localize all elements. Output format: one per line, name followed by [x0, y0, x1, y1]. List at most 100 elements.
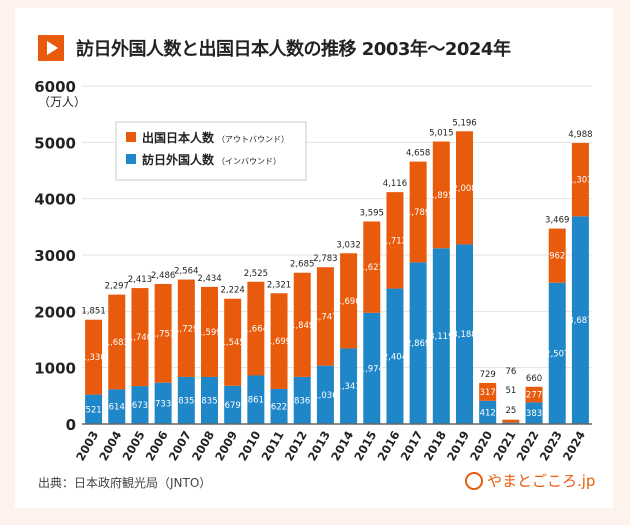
data-label-total: 4,116 [383, 179, 407, 189]
bar-outbound [154, 283, 172, 383]
data-label-inbound: 836 [294, 396, 310, 406]
x-tick-label: 2021 [490, 429, 518, 464]
data-label-total: 2,224 [221, 286, 245, 296]
x-tick-label: 2014 [328, 429, 356, 464]
x-tick-label: 2019 [444, 429, 472, 464]
data-label-total: 2,434 [197, 274, 221, 284]
data-label-outbound: 1,545 [221, 338, 245, 348]
bar-inbound [386, 288, 404, 424]
bar-inbound [456, 244, 473, 424]
data-label-inbound: 835 [201, 396, 217, 406]
data-label-total: 729 [480, 370, 496, 380]
bar-inbound [108, 389, 126, 424]
data-label-total: 2,564 [174, 267, 198, 277]
data-label-total: 3,595 [360, 208, 384, 218]
data-label-outbound: 962 [549, 252, 565, 262]
bar-outbound [247, 281, 265, 376]
data-label-inbound: 835 [178, 396, 194, 406]
x-tick-label: 2010 [235, 429, 263, 464]
bar-outbound [108, 294, 126, 390]
bar-inbound [247, 375, 265, 424]
bar-outbound [548, 228, 566, 283]
bar-outbound [293, 272, 311, 377]
x-tick-label: 2016 [374, 429, 402, 464]
x-tick-label: 2004 [96, 429, 124, 464]
data-label-total: 5,196 [452, 118, 476, 128]
legend-suffix: （インバウンド） [217, 157, 281, 166]
data-label-inbound: 412 [480, 408, 496, 418]
bar-inbound [479, 400, 497, 424]
bar-outbound [409, 161, 427, 263]
data-label-inbound: 3,188 [452, 330, 476, 340]
y-tick-label: 5000 [34, 134, 76, 152]
data-label-outbound: 1,747 [313, 312, 337, 322]
data-label-total: 2,783 [313, 254, 337, 264]
chart-title: 訪日外国人数と出国日本人数の推移 2003年〜2024年 [76, 39, 511, 60]
x-tick-label: 2012 [282, 429, 310, 464]
data-label-total: 4,988 [568, 130, 592, 140]
bar-inbound [131, 386, 149, 424]
bar-outbound [571, 143, 589, 217]
x-tick-label: 2005 [119, 429, 147, 464]
data-label-outbound: 1,330 [81, 353, 105, 363]
data-label-outbound: 277 [526, 391, 542, 401]
data-label-total: 5,015 [429, 129, 453, 139]
legend-label: 訪日外国人数 [142, 152, 215, 167]
bar-inbound [571, 216, 589, 424]
bar-inbound [525, 402, 543, 424]
y-tick-label: 4000 [34, 191, 76, 209]
bar-outbound [340, 253, 358, 349]
x-tick-label: 2011 [259, 429, 287, 464]
y-tick-label: 3000 [34, 247, 76, 265]
legend-label: 出国日本人数 [142, 130, 215, 145]
bar-outbound [316, 267, 334, 366]
bar-inbound [85, 394, 103, 424]
bar-inbound [432, 248, 450, 424]
x-tick-label: 2017 [398, 429, 426, 464]
data-label-inbound: 733 [155, 399, 171, 409]
data-label-outbound: 317 [480, 388, 496, 398]
data-label-inbound: 622 [271, 402, 287, 412]
data-label-inbound: 2,507 [545, 349, 569, 359]
bar-outbound [201, 286, 218, 377]
data-label-outbound: 1,599 [197, 328, 221, 338]
bar-inbound [201, 376, 218, 424]
data-label-total: 2,413 [128, 275, 152, 285]
x-tick-label: 2008 [189, 429, 217, 464]
legend-swatch [126, 154, 136, 164]
x-tick-label: 2013 [305, 429, 333, 464]
logo: やまとごころ.jp [465, 470, 595, 491]
x-tick-label: 2023 [537, 429, 565, 464]
bar-outbound [479, 382, 497, 401]
data-label-total: 2,685 [290, 260, 314, 270]
data-label-outbound: 1,699 [267, 337, 291, 347]
bar-outbound [432, 141, 450, 249]
data-label-total: 3,032 [336, 240, 360, 250]
data-label-outbound: 1,690 [336, 297, 360, 307]
y-tick-label: 6000 [34, 78, 76, 96]
data-label-total: 660 [526, 374, 542, 384]
data-label-outbound: 1,895 [429, 191, 453, 201]
data-label-outbound: 1,740 [128, 333, 152, 343]
x-tick-label: 2020 [467, 429, 495, 464]
data-label-outbound: 1,712 [383, 236, 407, 246]
data-label-outbound: 1,301 [568, 176, 592, 186]
bar-outbound [502, 419, 520, 423]
bar-outbound [224, 298, 242, 386]
bar-inbound [548, 282, 566, 424]
data-label-outbound: 1,753 [151, 329, 175, 339]
data-label-inbound: 1,341 [336, 382, 360, 392]
bar-inbound [293, 376, 311, 424]
bar-inbound [340, 348, 358, 424]
bar-outbound [525, 386, 543, 403]
bar-inbound [154, 382, 172, 424]
bar-outbound [131, 288, 149, 387]
data-label-outbound: 51 [505, 386, 516, 396]
y-tick-label: 2000 [34, 303, 76, 321]
data-label-outbound: 2,008 [452, 184, 476, 194]
bar-outbound [85, 319, 103, 395]
data-label-inbound: 1,036 [313, 391, 337, 401]
bar-outbound [270, 293, 288, 389]
data-label-total: 4,658 [406, 149, 430, 159]
